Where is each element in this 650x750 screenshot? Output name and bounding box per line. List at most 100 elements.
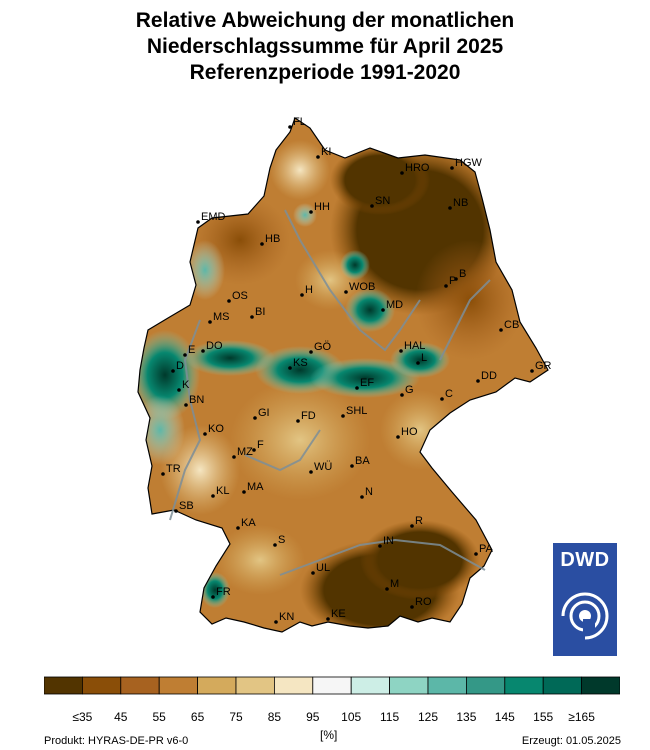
city-label: GR (535, 360, 552, 372)
city-marker (211, 494, 215, 498)
city-marker (201, 349, 205, 353)
city-marker (288, 366, 292, 370)
city-label: R (415, 515, 423, 527)
legend-swatch (465, 676, 506, 695)
city-label: S (278, 534, 285, 546)
city-label: MZ (237, 446, 253, 458)
city-label: MS (213, 311, 230, 323)
city-label: KN (279, 611, 294, 623)
city-marker (400, 393, 404, 397)
city-marker (174, 509, 178, 513)
legend-bar (43, 676, 621, 695)
dwd-logo: DWD (553, 543, 617, 656)
color-legend (43, 676, 621, 701)
city-label: KL (216, 485, 229, 497)
city-label: SB (179, 500, 194, 512)
city-label: HGW (455, 157, 483, 169)
legend-tick-label: 145 (494, 710, 515, 724)
city-marker (385, 587, 389, 591)
city-marker (184, 403, 188, 407)
city-marker (309, 350, 313, 354)
legend-swatch (235, 676, 275, 695)
footer-product: Produkt: HYRAS-DE-PR v6-0 (44, 735, 189, 747)
city-marker (208, 320, 212, 324)
city-label: H (305, 284, 313, 296)
city-marker (341, 414, 345, 418)
city-label: HB (265, 233, 280, 245)
city-marker (450, 166, 454, 170)
city-label: HH (314, 201, 330, 213)
rivers (169, 209, 491, 576)
city-label: NB (453, 197, 468, 209)
city-marker (203, 432, 207, 436)
city-marker (288, 125, 292, 129)
city-label: GÖ (314, 341, 332, 353)
city-label: F (257, 439, 264, 451)
city-label: EF (360, 377, 374, 389)
city-marker (236, 526, 240, 530)
city-marker (400, 171, 404, 175)
city-label: WOB (349, 281, 375, 293)
city-marker (300, 293, 304, 297)
dwd-spiral-icon (561, 592, 609, 640)
city-label: KO (208, 423, 224, 435)
legend-swatch (82, 676, 122, 695)
city-label: P (449, 275, 456, 287)
city-label: E (188, 344, 195, 356)
city-label: BA (355, 455, 370, 467)
city-label: IN (383, 535, 394, 547)
city-label: KA (241, 517, 256, 529)
city-marker (316, 155, 320, 159)
legend-swatch (273, 676, 314, 695)
city-marker (396, 435, 400, 439)
legend-swatch (350, 676, 391, 695)
city-marker (211, 595, 215, 599)
legend-tick-label: 95 (306, 710, 320, 724)
city-marker (309, 470, 313, 474)
city-marker (530, 369, 534, 373)
city-label: FD (301, 410, 316, 422)
city-marker (253, 416, 257, 420)
city-marker (273, 543, 277, 547)
city-marker (227, 299, 231, 303)
germany-border (137, 117, 549, 633)
legend-swatch (312, 676, 352, 695)
legend-tick-label: 135 (456, 710, 477, 724)
city-marker (454, 277, 458, 281)
city-label: D (176, 360, 184, 372)
city-label: B (459, 268, 466, 280)
city-marker (311, 571, 315, 575)
logo-text: DWD (560, 549, 610, 571)
city-label: UL (316, 562, 330, 574)
legend-tick-label: 115 (380, 710, 400, 724)
city-label: TR (166, 463, 181, 475)
city-marker (474, 552, 478, 556)
legend-unit: [%] (320, 728, 338, 742)
city-label: GI (258, 407, 270, 419)
city-marker (274, 620, 278, 624)
city-marker (196, 220, 200, 224)
city-marker (410, 524, 414, 528)
city-marker (444, 284, 448, 288)
map-title-line1: Relative Abweichung der monatlichen (135, 9, 515, 32)
city-label: L (421, 352, 427, 364)
city-marker (232, 455, 236, 459)
legend-swatch (581, 676, 621, 695)
legend-tick-label: 125 (417, 710, 439, 724)
city-label: MA (247, 481, 264, 493)
city-label: KI (321, 146, 331, 158)
city-marker (177, 388, 181, 392)
city-label: WÜ (314, 461, 332, 473)
footer-created: Erzeugt: 01.05.2025 (521, 735, 621, 747)
city-label: KE (331, 608, 346, 620)
city-marker (161, 472, 165, 476)
city-marker (183, 353, 187, 357)
legend-swatch (542, 676, 583, 695)
city-label: PA (479, 543, 494, 555)
city-marker (448, 206, 452, 210)
legend-swatch (427, 676, 467, 695)
city-marker (344, 290, 348, 294)
city-label: HO (401, 426, 418, 438)
city-marker (250, 315, 254, 319)
